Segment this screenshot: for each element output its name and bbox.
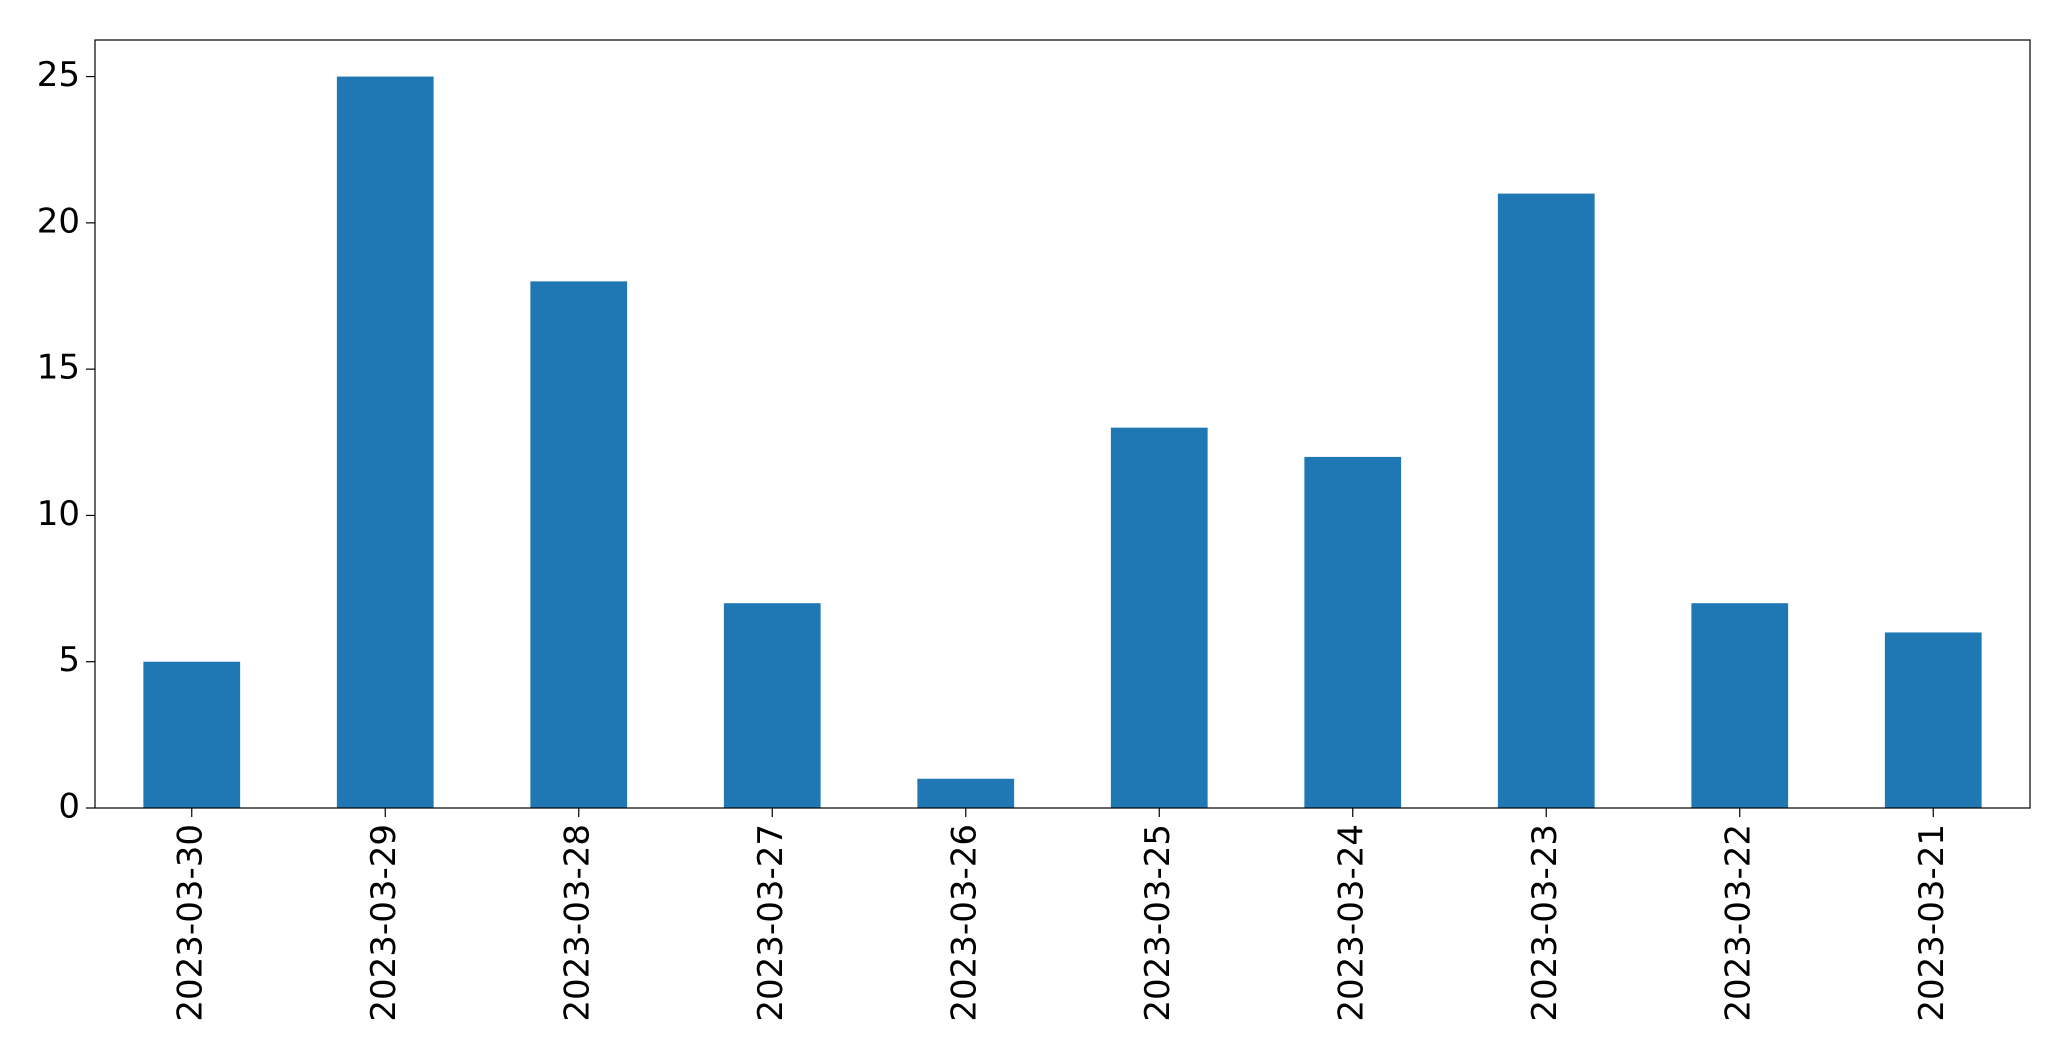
y-tick-label: 15 xyxy=(37,348,80,388)
x-tick-label: 2023-03-26 xyxy=(944,824,984,1022)
bar xyxy=(917,778,1015,808)
bar xyxy=(143,661,241,808)
bar xyxy=(723,603,821,808)
y-tick-label: 25 xyxy=(37,55,80,95)
x-tick-label: 2023-03-30 xyxy=(170,824,210,1022)
bar xyxy=(1110,427,1208,808)
x-tick-label: 2023-03-23 xyxy=(1525,824,1565,1022)
plot-frame xyxy=(94,39,2031,809)
x-tick-label: 2023-03-21 xyxy=(1912,824,1952,1022)
bar xyxy=(1884,632,1982,808)
y-tick-label: 10 xyxy=(37,494,80,534)
bar xyxy=(336,76,434,809)
x-tick-label: 2023-03-24 xyxy=(1331,824,1371,1022)
x-tick-label: 2023-03-27 xyxy=(751,824,791,1022)
x-tick-label: 2023-03-25 xyxy=(1138,824,1178,1022)
bar xyxy=(1497,193,1595,809)
bar xyxy=(530,281,628,808)
x-tick-label: 2023-03-28 xyxy=(557,824,597,1022)
x-tick-label: 2023-03-29 xyxy=(364,824,404,1022)
bar xyxy=(1304,456,1402,808)
y-tick-label: 20 xyxy=(37,201,80,241)
bar xyxy=(1691,603,1789,808)
y-tick-label: 0 xyxy=(58,787,80,827)
x-tick-label: 2023-03-22 xyxy=(1718,824,1758,1022)
y-tick-label: 5 xyxy=(58,640,80,680)
